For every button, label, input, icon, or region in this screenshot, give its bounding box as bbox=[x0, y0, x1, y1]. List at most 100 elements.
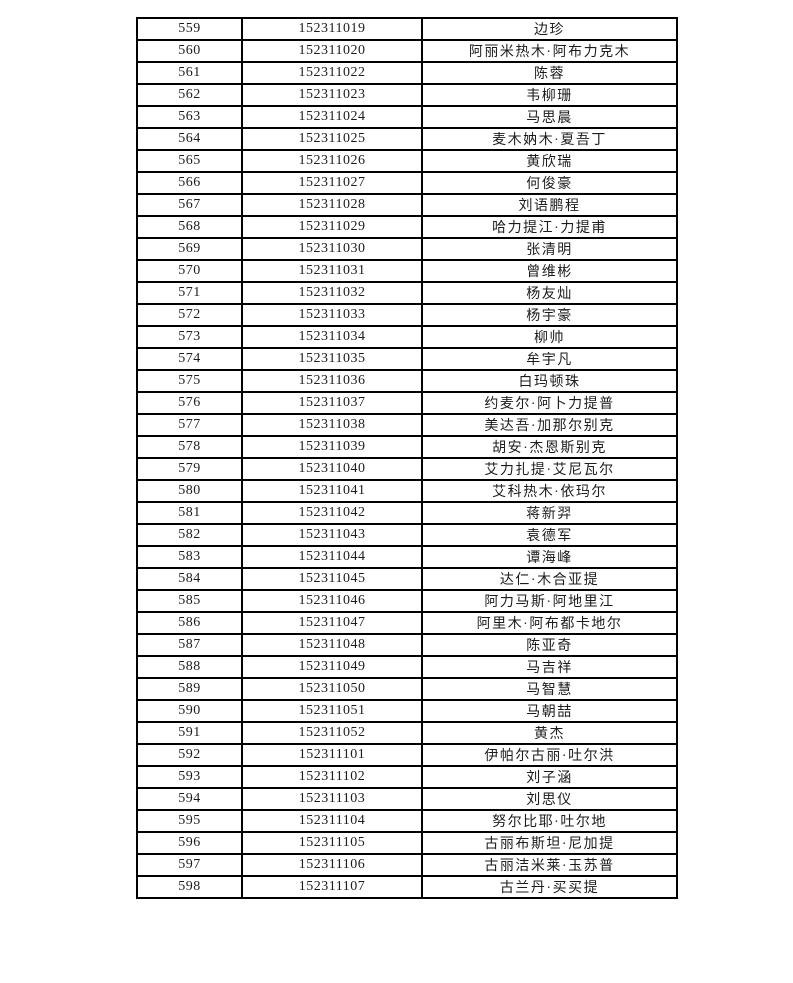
student-id-cell: 152311102 bbox=[241, 765, 423, 789]
table-row: 567 152311028 刘语鹏程 bbox=[136, 193, 678, 217]
row-index-cell: 574 bbox=[136, 347, 243, 371]
student-id-cell: 152311105 bbox=[241, 831, 423, 855]
row-index-cell: 575 bbox=[136, 369, 243, 393]
student-id-cell: 152311039 bbox=[241, 435, 423, 459]
row-index-cell: 568 bbox=[136, 215, 243, 239]
table-row: 577 152311038 美达吾·加那尔别克 bbox=[136, 413, 678, 437]
student-name-cell: 蒋新羿 bbox=[421, 501, 678, 525]
table-row: 587 152311048 陈亚奇 bbox=[136, 633, 678, 657]
student-id-cell: 152311019 bbox=[241, 17, 423, 41]
student-name-cell: 马朝喆 bbox=[421, 699, 678, 723]
student-name-cell: 阿力马斯·阿地里江 bbox=[421, 589, 678, 613]
student-id-cell: 152311028 bbox=[241, 193, 423, 217]
table-row: 575 152311036 白玛顿珠 bbox=[136, 369, 678, 393]
student-name-cell: 艾力扎提·艾尼瓦尔 bbox=[421, 457, 678, 481]
student-id-cell: 152311032 bbox=[241, 281, 423, 305]
row-index-cell: 586 bbox=[136, 611, 243, 635]
table-row: 589 152311050 马智慧 bbox=[136, 677, 678, 701]
row-index-cell: 578 bbox=[136, 435, 243, 459]
student-name-cell: 边珍 bbox=[421, 17, 678, 41]
student-id-cell: 152311052 bbox=[241, 721, 423, 745]
row-index-cell: 572 bbox=[136, 303, 243, 327]
table-row: 560 152311020 阿丽米热木·阿布力克木 bbox=[136, 39, 678, 63]
row-index-cell: 581 bbox=[136, 501, 243, 525]
student-id-cell: 152311025 bbox=[241, 127, 423, 151]
student-name-cell: 伊帕尔古丽·吐尔洪 bbox=[421, 743, 678, 767]
row-index-cell: 589 bbox=[136, 677, 243, 701]
student-name-cell: 胡安·杰恩斯别克 bbox=[421, 435, 678, 459]
student-id-cell: 152311029 bbox=[241, 215, 423, 239]
student-name-cell: 达仁·木合亚提 bbox=[421, 567, 678, 591]
student-id-cell: 152311020 bbox=[241, 39, 423, 63]
table-row: 559 152311019 边珍 bbox=[136, 17, 678, 41]
row-index-cell: 597 bbox=[136, 853, 243, 877]
row-index-cell: 562 bbox=[136, 83, 243, 107]
row-index-cell: 583 bbox=[136, 545, 243, 569]
table-row: 572 152311033 杨宇豪 bbox=[136, 303, 678, 327]
roster-table-body: 559 152311019 边珍 560 152311020 阿丽米热木·阿布力… bbox=[136, 17, 678, 899]
table-row: 568 152311029 哈力提江·力提甫 bbox=[136, 215, 678, 239]
student-name-cell: 牟宇凡 bbox=[421, 347, 678, 371]
student-name-cell: 曾维彬 bbox=[421, 259, 678, 283]
student-name-cell: 谭海峰 bbox=[421, 545, 678, 569]
table-row: 569 152311030 张清明 bbox=[136, 237, 678, 261]
table-row: 561 152311022 陈蓉 bbox=[136, 61, 678, 85]
student-name-cell: 阿丽米热木·阿布力克木 bbox=[421, 39, 678, 63]
student-name-cell: 柳帅 bbox=[421, 325, 678, 349]
row-index-cell: 593 bbox=[136, 765, 243, 789]
student-id-cell: 152311101 bbox=[241, 743, 423, 767]
student-id-cell: 152311022 bbox=[241, 61, 423, 85]
table-row: 594 152311103 刘思仪 bbox=[136, 787, 678, 811]
student-name-cell: 马智慧 bbox=[421, 677, 678, 701]
table-row: 576 152311037 约麦尔·阿卜力提普 bbox=[136, 391, 678, 415]
student-name-cell: 张清明 bbox=[421, 237, 678, 261]
table-row: 579 152311040 艾力扎提·艾尼瓦尔 bbox=[136, 457, 678, 481]
student-name-cell: 艾科热木·依玛尔 bbox=[421, 479, 678, 503]
table-row: 595 152311104 努尔比耶·吐尔地 bbox=[136, 809, 678, 833]
student-id-cell: 152311031 bbox=[241, 259, 423, 283]
row-index-cell: 561 bbox=[136, 61, 243, 85]
student-id-cell: 152311037 bbox=[241, 391, 423, 415]
table-row: 584 152311045 达仁·木合亚提 bbox=[136, 567, 678, 591]
row-index-cell: 565 bbox=[136, 149, 243, 173]
table-row: 592 152311101 伊帕尔古丽·吐尔洪 bbox=[136, 743, 678, 767]
student-name-cell: 刘语鹏程 bbox=[421, 193, 678, 217]
student-id-cell: 152311049 bbox=[241, 655, 423, 679]
student-id-cell: 152311033 bbox=[241, 303, 423, 327]
student-id-cell: 152311046 bbox=[241, 589, 423, 613]
table-row: 593 152311102 刘子涵 bbox=[136, 765, 678, 789]
table-row: 562 152311023 韦柳珊 bbox=[136, 83, 678, 107]
row-index-cell: 570 bbox=[136, 259, 243, 283]
row-index-cell: 598 bbox=[136, 875, 243, 899]
student-id-cell: 152311036 bbox=[241, 369, 423, 393]
row-index-cell: 560 bbox=[136, 39, 243, 63]
row-index-cell: 582 bbox=[136, 523, 243, 547]
table-row: 583 152311044 谭海峰 bbox=[136, 545, 678, 569]
student-name-cell: 刘子涵 bbox=[421, 765, 678, 789]
table-row: 564 152311025 麦木妠木·夏吾丁 bbox=[136, 127, 678, 151]
student-id-cell: 152311030 bbox=[241, 237, 423, 261]
student-name-cell: 古丽布斯坦·尼加提 bbox=[421, 831, 678, 855]
table-row: 578 152311039 胡安·杰恩斯别克 bbox=[136, 435, 678, 459]
student-id-cell: 152311035 bbox=[241, 347, 423, 371]
row-index-cell: 590 bbox=[136, 699, 243, 723]
table-row: 580 152311041 艾科热木·依玛尔 bbox=[136, 479, 678, 503]
student-id-cell: 152311026 bbox=[241, 149, 423, 173]
student-name-cell: 韦柳珊 bbox=[421, 83, 678, 107]
row-index-cell: 580 bbox=[136, 479, 243, 503]
row-index-cell: 573 bbox=[136, 325, 243, 349]
table-row: 563 152311024 马思晨 bbox=[136, 105, 678, 129]
row-index-cell: 579 bbox=[136, 457, 243, 481]
table-row: 585 152311046 阿力马斯·阿地里江 bbox=[136, 589, 678, 613]
student-id-cell: 152311040 bbox=[241, 457, 423, 481]
student-name-cell: 古丽洁米莱·玉苏普 bbox=[421, 853, 678, 877]
table-row: 571 152311032 杨友灿 bbox=[136, 281, 678, 305]
row-index-cell: 571 bbox=[136, 281, 243, 305]
table-row: 581 152311042 蒋新羿 bbox=[136, 501, 678, 525]
student-id-cell: 152311038 bbox=[241, 413, 423, 437]
student-name-cell: 袁德军 bbox=[421, 523, 678, 547]
student-name-cell: 刘思仪 bbox=[421, 787, 678, 811]
student-id-cell: 152311042 bbox=[241, 501, 423, 525]
student-name-cell: 努尔比耶·吐尔地 bbox=[421, 809, 678, 833]
student-name-cell: 何俊豪 bbox=[421, 171, 678, 195]
